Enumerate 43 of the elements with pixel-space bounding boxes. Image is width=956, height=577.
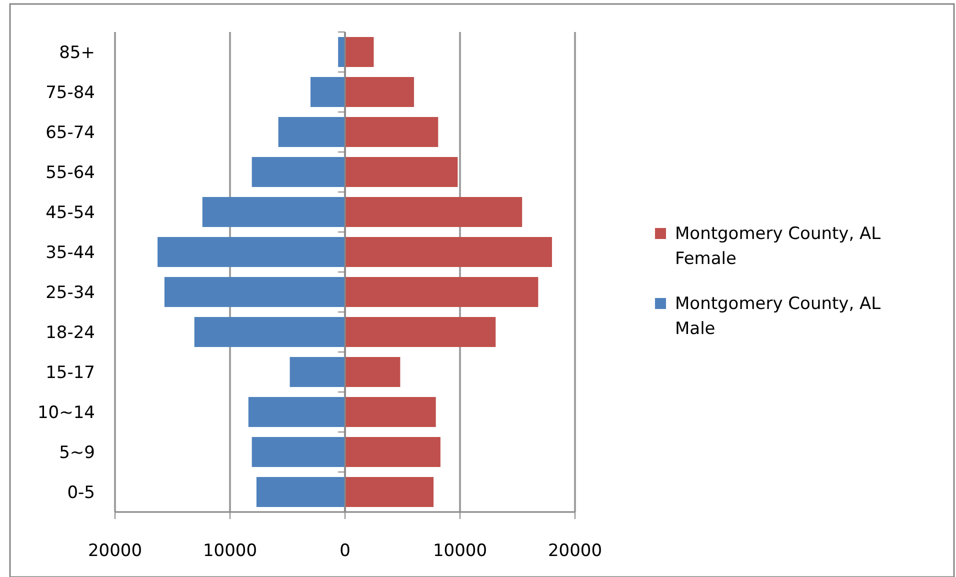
bar	[345, 37, 374, 67]
x-tick-label: 20000	[88, 541, 142, 561]
y-tick-label: 5~9	[59, 443, 95, 463]
bar	[278, 117, 345, 147]
y-tick-label: 45-54	[46, 203, 95, 223]
bar	[338, 37, 345, 67]
bar	[345, 77, 414, 107]
bar	[248, 397, 345, 427]
bar	[310, 77, 345, 107]
y-tick-label: 75-84	[46, 83, 95, 103]
y-tick-label: 10~14	[37, 403, 95, 423]
y-tick-label: 65-74	[46, 123, 95, 143]
y-tick-label: 55-64	[46, 163, 95, 183]
bar	[345, 117, 438, 147]
legend-label: Montgomery County, AL Female	[675, 224, 882, 269]
y-tick-label: 35-44	[46, 243, 95, 263]
bar	[164, 277, 345, 307]
y-tick-label: 85+	[59, 43, 95, 63]
bar	[256, 477, 345, 507]
y-tick-label: 25-34	[46, 283, 95, 303]
bar	[345, 197, 522, 227]
x-tick-label: 10000	[432, 541, 488, 561]
y-tick-label: 15-17	[46, 363, 95, 383]
bar	[345, 317, 496, 347]
bar	[290, 357, 345, 387]
y-tick-label: 0-5	[67, 483, 95, 503]
bar	[345, 357, 400, 387]
bar	[202, 197, 345, 227]
x-tick-label: 10000	[202, 541, 258, 561]
bar	[194, 317, 345, 347]
y-tick-label: 18-24	[46, 323, 95, 343]
x-tick-label: 20000	[548, 541, 602, 561]
bar	[345, 277, 538, 307]
bar	[252, 157, 345, 187]
bar	[252, 437, 345, 467]
bar	[158, 237, 345, 267]
bar	[345, 397, 436, 427]
x-tick-label: 0	[340, 541, 350, 561]
bar	[345, 437, 440, 467]
bar	[345, 237, 552, 267]
bar	[345, 157, 458, 187]
bar	[345, 477, 434, 507]
legend-label: Montgomery County, AL Male	[675, 294, 882, 339]
